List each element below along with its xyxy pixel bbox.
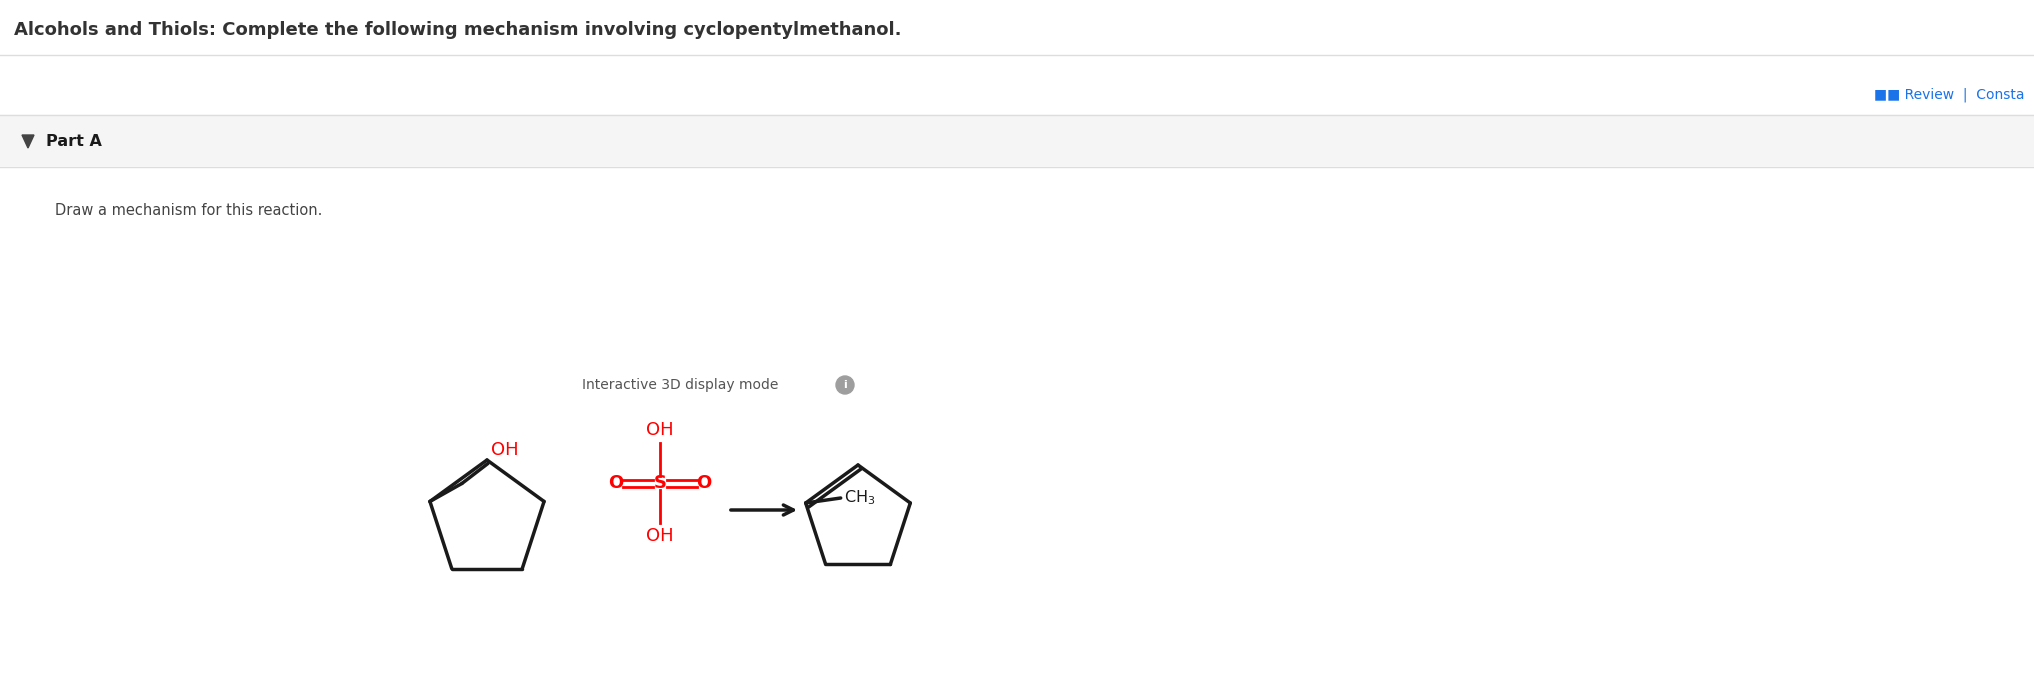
Text: Interactive 3D display mode: Interactive 3D display mode <box>582 378 779 392</box>
Text: i: i <box>844 380 846 390</box>
Text: O: O <box>608 474 624 492</box>
Text: S: S <box>653 474 667 492</box>
Text: O: O <box>696 474 712 492</box>
Text: Draw a mechanism for this reaction.: Draw a mechanism for this reaction. <box>55 203 321 217</box>
Text: OH: OH <box>647 421 673 439</box>
Text: OH: OH <box>647 527 673 545</box>
Circle shape <box>836 376 854 394</box>
Text: CH$_3$: CH$_3$ <box>844 489 875 507</box>
Bar <box>0 115 2034 165</box>
Text: ■■ Review  |  Consta: ■■ Review | Consta <box>1875 87 2026 102</box>
Text: Alcohols and Thiols: Complete the following mechanism involving cyclopentylmetha: Alcohols and Thiols: Complete the follow… <box>14 21 901 39</box>
Text: Part A: Part A <box>47 133 102 149</box>
Polygon shape <box>22 135 35 148</box>
Text: OH: OH <box>490 441 519 459</box>
